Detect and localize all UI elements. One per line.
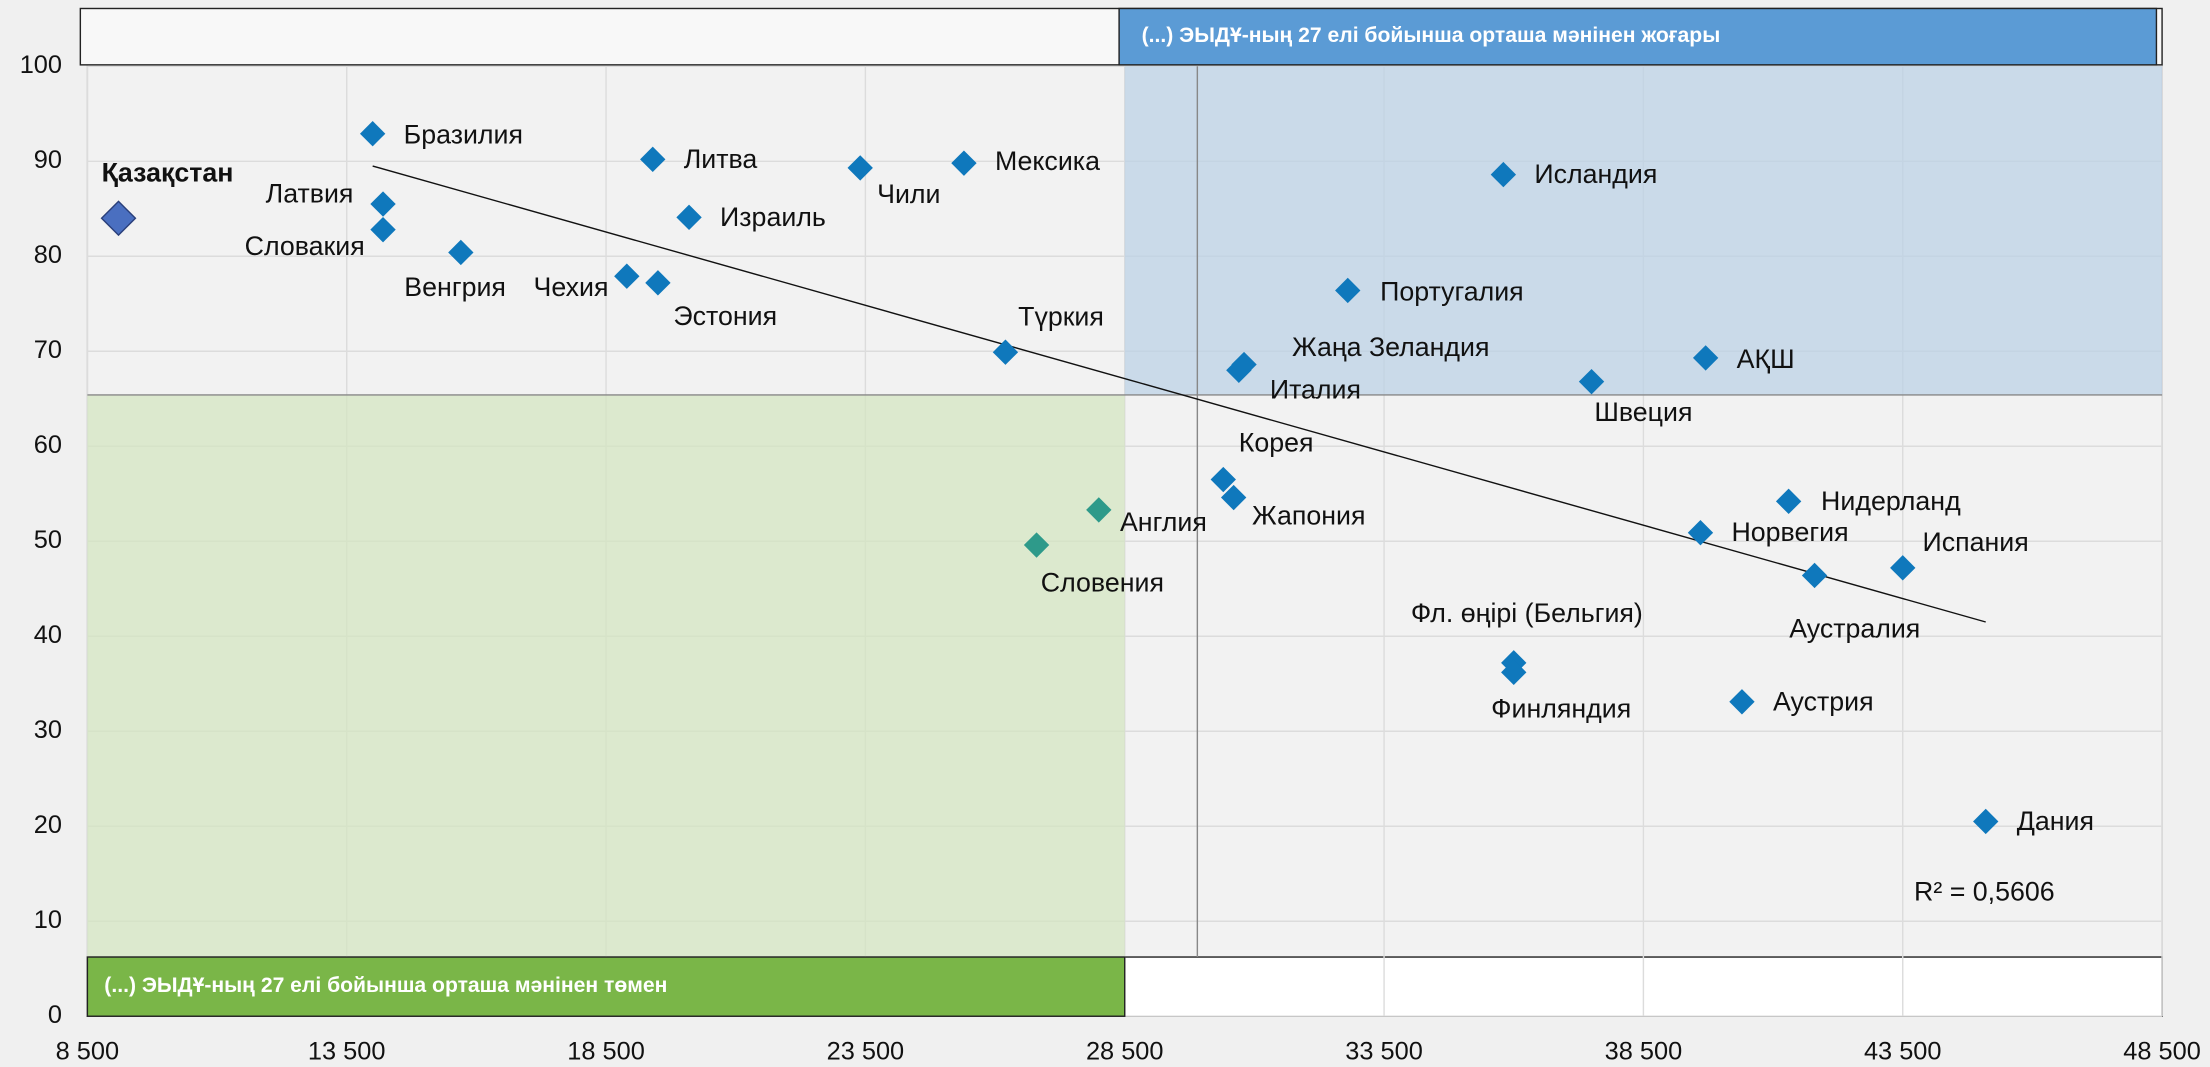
x-tick-label: 43 500	[1864, 1038, 1942, 1066]
y-tick-label: 0	[48, 1001, 62, 1029]
point-label: Израиль	[720, 202, 826, 232]
point-label: Қазақстан	[102, 158, 234, 188]
point-label: Англия	[1120, 507, 1207, 537]
point-label: Словакия	[245, 231, 365, 261]
point-label: Нидерланд	[1821, 486, 1961, 516]
point-label: Түркия	[1018, 301, 1104, 331]
point-label: Аустралия	[1789, 613, 1920, 643]
x-tick-label: 28 500	[1086, 1038, 1164, 1066]
point-label: Дания	[2017, 806, 2094, 836]
point	[1578, 368, 1605, 395]
point-label: Исландия	[1534, 159, 1657, 189]
point	[614, 263, 640, 289]
point-label: Эстония	[673, 301, 777, 331]
region	[1124, 66, 2163, 395]
y-tick-label: 60	[34, 431, 62, 459]
point-label: Италия	[1270, 374, 1361, 404]
x-tick-label: 8 500	[56, 1038, 119, 1066]
point-label: Норвегия	[1731, 517, 1848, 547]
y-tick-label: 30	[34, 716, 62, 744]
point-label: Фл. өңірі (Бельгия)	[1411, 598, 1643, 628]
region-label: (...) ЭЫДҰ-ның 27 елі бойынша орташа мән…	[1142, 24, 1721, 47]
point	[951, 150, 977, 176]
x-tick-label: 33 500	[1345, 1038, 1423, 1066]
point-label: Чехия	[534, 272, 609, 302]
point	[370, 216, 396, 243]
point-label: Мексика	[995, 146, 1100, 176]
point	[1490, 161, 1517, 188]
point-label: Корея	[1239, 427, 1314, 457]
x-tick-label: 38 500	[1605, 1038, 1683, 1066]
point-label: Бразилия	[404, 120, 523, 150]
point	[676, 204, 702, 230]
point	[1210, 466, 1236, 493]
y-tick-label: 50	[34, 526, 62, 554]
point	[1973, 808, 1999, 835]
y-tick-label: 90	[34, 146, 62, 174]
point-label: Латвия	[266, 179, 354, 209]
trendline	[372, 165, 1986, 623]
point-label: Финляндия	[1491, 693, 1631, 723]
point-label: Жаңа Зеландия	[1292, 332, 1490, 362]
point	[1501, 659, 1527, 686]
point-label: Испания	[1922, 527, 2028, 557]
y-tick-label: 20	[34, 811, 62, 839]
point	[1729, 689, 1755, 715]
point-label: Португалия	[1380, 276, 1524, 306]
y-tick-label: 70	[34, 336, 62, 364]
point-label: Жапония	[1252, 500, 1366, 530]
x-tick-label: 13 500	[308, 1038, 386, 1066]
point	[100, 200, 137, 237]
y-tick-label: 80	[34, 241, 62, 269]
point-label: Венгрия	[404, 272, 506, 302]
point-label: Словения	[1041, 568, 1164, 598]
point-label: Швеция	[1594, 397, 1692, 427]
point-label: АҚШ	[1737, 344, 1795, 374]
point	[1692, 345, 1719, 371]
x-tick-label: 18 500	[567, 1038, 645, 1066]
x-tick-label: 48 500	[2123, 1038, 2201, 1066]
y-tick-label: 100	[20, 51, 62, 79]
region	[87, 394, 1125, 1017]
point	[992, 339, 1019, 365]
x-tick-label: 23 500	[827, 1038, 905, 1066]
point-label: Чили	[877, 179, 940, 209]
region-label: (...) ЭЫДҰ-ның 27 елі бойынша орташа мән…	[104, 974, 667, 997]
point-label: Аустрия	[1773, 686, 1874, 716]
y-tick-label: 40	[34, 621, 62, 649]
point-label: Литва	[684, 144, 758, 174]
region-banner	[1118, 7, 2158, 66]
r2-label: R² = 0,5606	[1914, 877, 2055, 907]
region-banner	[86, 956, 1126, 1017]
point	[1801, 562, 1828, 589]
y-tick-label: 10	[34, 906, 62, 934]
